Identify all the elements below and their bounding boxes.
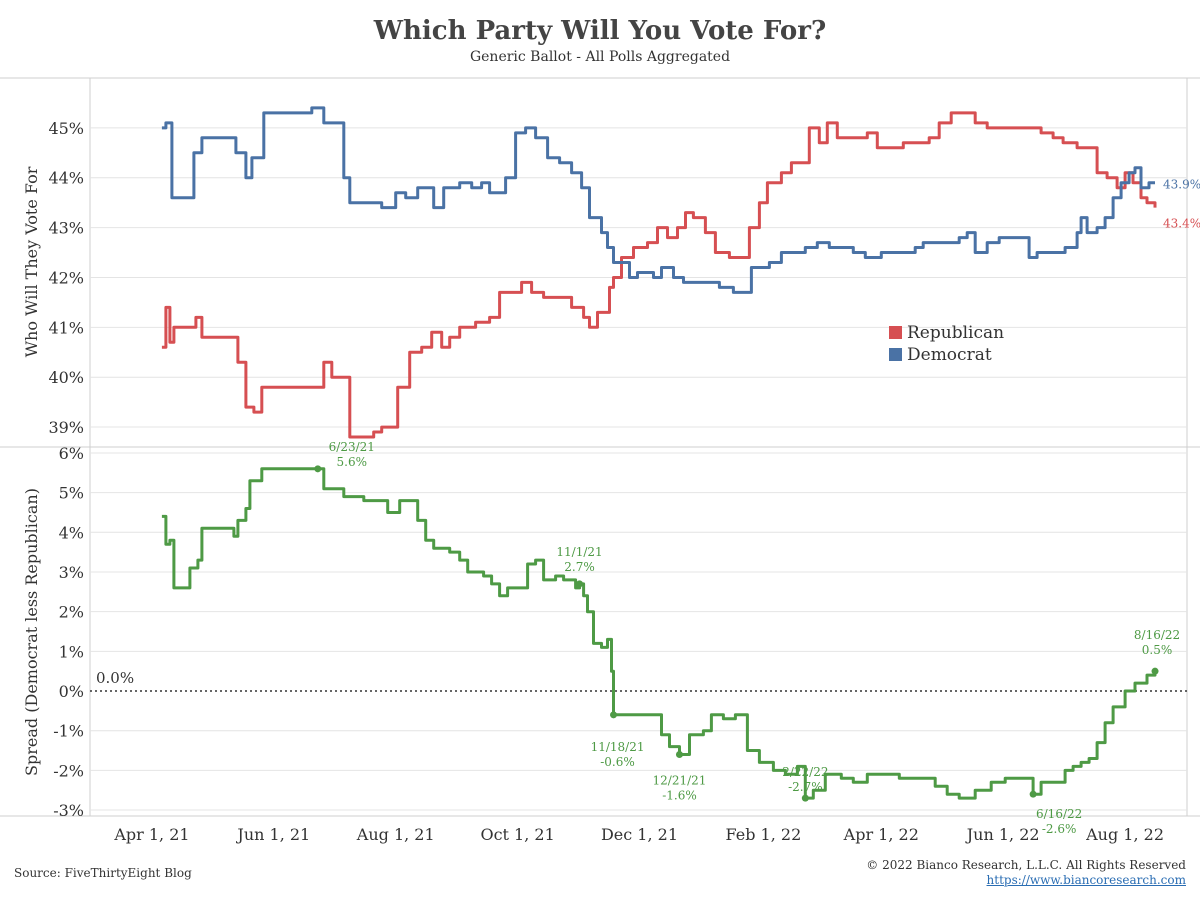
top-y-tick-label: 41%	[48, 318, 84, 337]
chart-frame	[0, 77, 1200, 817]
annotation-marker	[1029, 790, 1037, 798]
x-tick-label: Oct 1, 21	[480, 825, 554, 844]
x-tick-label: Apr 1, 22	[843, 825, 919, 844]
bottom-y-axis-label: Spread (Democrat less Republican)	[22, 488, 41, 776]
annotation-date-label: 12/21/21	[653, 774, 707, 788]
top-y-tick-label: 42%	[48, 268, 84, 287]
series-line-democrat	[161, 106, 1155, 294]
annotation-date-label: 2/22/22	[782, 765, 828, 779]
annotation-marker	[576, 580, 584, 588]
annotation-marker	[801, 794, 809, 802]
annotation-date-label: 11/1/21	[556, 545, 602, 559]
top-y-tick-label: 39%	[48, 418, 84, 437]
bottom-y-tick-label: 5%	[59, 484, 84, 503]
annotation-value-label: -0.6%	[600, 755, 635, 769]
bottom-y-tick-label: -3%	[53, 801, 84, 820]
annotation-value-label: -2.6%	[1042, 822, 1077, 836]
legend-label-democrat: Democrat	[907, 345, 992, 365]
chart-title: Which Party Will You Vote For?	[373, 16, 827, 46]
bottom-y-tick-label: 0%	[59, 682, 84, 701]
top-y-axis-label: Who Will They Vote For	[22, 166, 41, 357]
x-tick-label: Jun 1, 21	[235, 825, 310, 844]
bottom-panel-grid	[90, 452, 1187, 811]
bottom-y-tick-label: 4%	[59, 523, 84, 542]
legend-swatch-democrat	[889, 348, 902, 361]
source-note: Source: FiveThirtyEight Blog	[14, 866, 192, 880]
x-tick-label: Aug 1, 21	[356, 825, 435, 844]
annotation-value-label: -1.6%	[662, 789, 697, 803]
website-link[interactable]: https://www.biancoresearch.com	[986, 873, 1186, 887]
annotation-value-label: 5.6%	[337, 455, 368, 469]
annotation-date-label: 6/23/21	[329, 440, 375, 454]
annotation-marker	[314, 465, 322, 473]
annotation-date-label: 6/16/22	[1036, 807, 1082, 821]
annotation-marker	[675, 751, 683, 758]
chart-labels: 39% 40% 41% 42% 43% 44% 45% -3% -2% -1% 0% 1% 2% 3% 4%…	[48, 119, 1200, 844]
zero-line-label: 0.0%	[96, 669, 134, 687]
x-tick-label: Feb 1, 22	[726, 825, 802, 844]
annotation-date-label: 11/18/21	[591, 740, 645, 754]
bottom-y-tick-label: 2%	[59, 603, 84, 622]
end-label-democrat: 43.9%	[1163, 178, 1200, 192]
legend-swatch-republican	[889, 326, 902, 339]
x-tick-label: Apr 1, 21	[113, 825, 189, 844]
legend-label-republican: Republican	[907, 323, 1004, 343]
end-label-republican: 43.4%	[1163, 217, 1200, 231]
legend: Republican Democrat	[889, 323, 1004, 365]
top-y-tick-label: 44%	[48, 169, 84, 188]
bottom-y-tick-label: 3%	[59, 563, 84, 582]
bottom-y-tick-label: 6%	[59, 444, 84, 463]
x-tick-label: Aug 1, 22	[1085, 825, 1164, 844]
series-line-republican	[161, 111, 1157, 439]
bottom-y-tick-label: -1%	[53, 722, 84, 741]
annotation-value-label: 0.5%	[1142, 643, 1173, 657]
bottom-panel-series	[161, 465, 1159, 802]
copyright-note: © 2022 Bianco Research, L.L.C. All Right…	[866, 858, 1186, 872]
series-line-spread	[161, 467, 1157, 800]
chart-subtitle: Generic Ballot - All Polls Aggregated	[469, 49, 731, 65]
annotation-marker	[1151, 667, 1159, 675]
top-y-tick-label: 45%	[48, 119, 84, 138]
x-tick-label: Jun 1, 22	[965, 825, 1040, 844]
annotation-marker	[610, 711, 618, 719]
x-tick-label: Dec 1, 21	[601, 825, 678, 844]
bottom-y-tick-label: 1%	[59, 642, 84, 661]
annotation-value-label: 2.7%	[564, 560, 595, 574]
top-y-tick-label: 40%	[48, 368, 84, 387]
annotation-value-label: -2.7%	[788, 780, 823, 794]
bottom-y-tick-label: -2%	[53, 761, 84, 780]
annotation-date-label: 8/16/22	[1134, 628, 1180, 642]
top-y-tick-label: 43%	[48, 219, 84, 238]
top-panel-series	[161, 106, 1157, 439]
